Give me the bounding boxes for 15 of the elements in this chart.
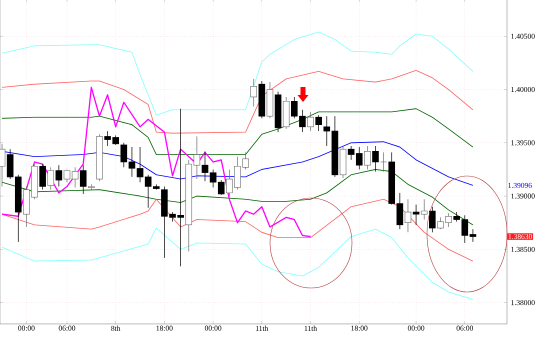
- line-series: [1, 86, 312, 238]
- line-series: [2, 198, 474, 262]
- candlestick: [0, 144, 6, 187]
- candlestick: [266, 82, 274, 119]
- candlestick: [96, 134, 103, 182]
- candlestick: [404, 198, 412, 233]
- candlestick: [307, 112, 314, 132]
- candlestick: [274, 91, 282, 132]
- line-series: [2, 169, 474, 226]
- line-series: [2, 32, 474, 116]
- candlestick: [412, 204, 420, 226]
- candlestick: [340, 146, 346, 178]
- candlestick: [372, 146, 379, 172]
- line-series: [2, 228, 474, 300]
- candlestick: [380, 152, 387, 172]
